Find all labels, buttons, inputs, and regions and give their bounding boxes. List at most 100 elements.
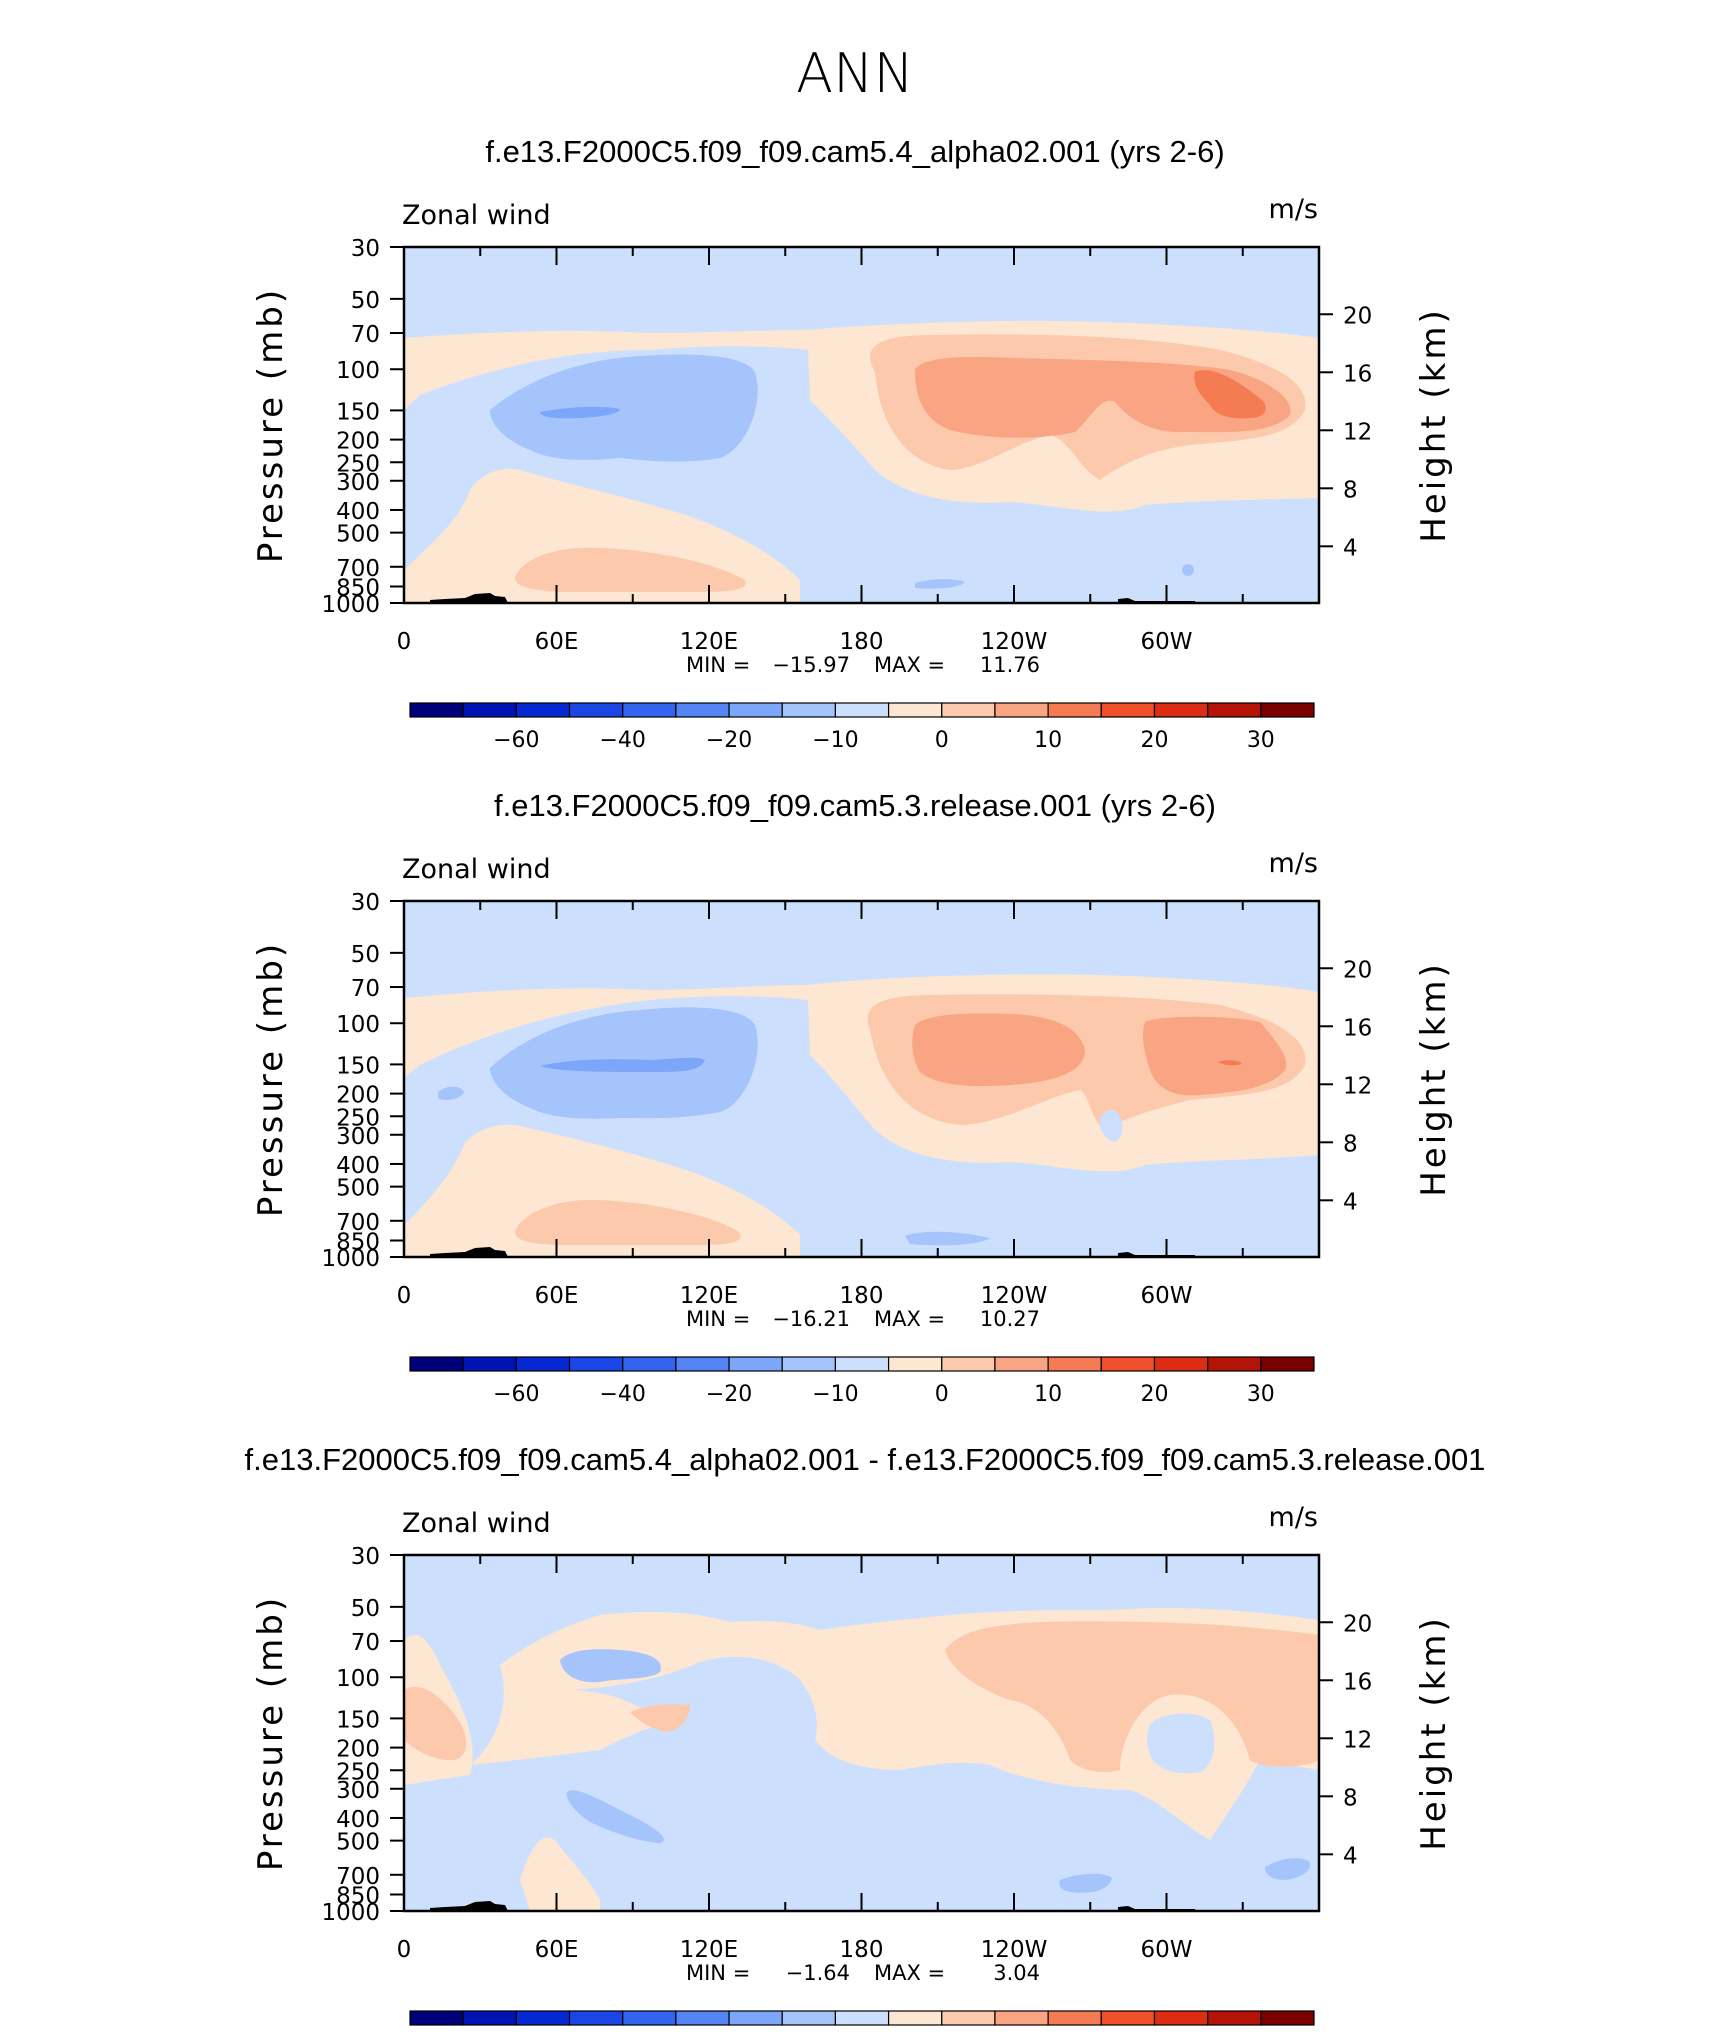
colorbar-label: −6 bbox=[686, 2036, 718, 2038]
colorbar-label: −40 bbox=[599, 728, 645, 753]
y-tick-label: 250 bbox=[336, 451, 380, 477]
y2-axis-title: Height (km) bbox=[1414, 307, 1454, 543]
colorbar-label: −18 bbox=[467, 2036, 513, 2038]
left-label: Zonal wind bbox=[402, 200, 551, 231]
colorbar-swatch bbox=[1100, 2010, 1156, 2026]
min-value: −16.21 bbox=[772, 1307, 850, 1331]
y-tick-label: 30 bbox=[351, 1544, 380, 1570]
contour-band bbox=[520, 1837, 600, 1911]
colorbar-label: −9 bbox=[633, 2036, 665, 2038]
y2-tick-label: 12 bbox=[1343, 1727, 1372, 1753]
colorbar-swatch bbox=[462, 1356, 517, 1372]
left-label: Zonal wind bbox=[402, 854, 551, 885]
colorbar-swatch bbox=[994, 702, 1049, 718]
colorbar-label: −10 bbox=[812, 728, 858, 753]
contour-band bbox=[515, 547, 746, 592]
contour-field bbox=[404, 901, 1319, 1257]
units-label: m/s bbox=[1269, 848, 1318, 879]
y2-tick-label: 16 bbox=[1343, 1015, 1372, 1041]
y-axis-title: Pressure (mb) bbox=[251, 287, 291, 563]
units-label: m/s bbox=[1269, 194, 1318, 225]
colorbar-swatch bbox=[887, 1356, 943, 1372]
max-value: 10.27 bbox=[980, 1307, 1040, 1331]
y2-tick-label: 8 bbox=[1343, 1131, 1358, 1157]
y2-axis-title: Height (km) bbox=[1414, 1615, 1454, 1851]
min-value: −1.64 bbox=[786, 1961, 850, 1985]
colorbar-label: −20 bbox=[706, 728, 752, 753]
colorbar-swatch bbox=[1153, 702, 1209, 718]
colorbar-swatch bbox=[568, 702, 624, 718]
colorbar-swatch bbox=[781, 2010, 837, 2026]
y-tick-label: 150 bbox=[336, 1053, 380, 1079]
x-tick-label: 120W bbox=[981, 1283, 1048, 1309]
colorbar-swatch bbox=[622, 702, 677, 718]
y-tick-label: 30 bbox=[351, 236, 380, 262]
colorbar-swatch bbox=[622, 1356, 677, 1372]
x-tick-label: 60E bbox=[535, 1283, 579, 1309]
colorbar-swatch bbox=[462, 702, 517, 718]
colorbar-swatch bbox=[728, 1356, 783, 1372]
x-tick-label: 180 bbox=[840, 1283, 884, 1309]
y-tick-label: 250 bbox=[336, 1105, 380, 1131]
x-tick-label: 120E bbox=[680, 629, 738, 655]
colorbar-swatch bbox=[409, 702, 464, 718]
colorbar-swatch bbox=[1153, 1356, 1209, 1372]
x-tick-label: 60W bbox=[1140, 1937, 1192, 1963]
colorbar-label: 0 bbox=[935, 1382, 949, 1407]
colorbar-label: 30 bbox=[1247, 728, 1275, 753]
y-tick-label: 300 bbox=[336, 1124, 380, 1150]
contour-band bbox=[1142, 1016, 1287, 1096]
min-label: MIN = bbox=[686, 1307, 750, 1331]
colorbar-label: −60 bbox=[493, 728, 539, 753]
x-tick-label: 60E bbox=[535, 1937, 579, 1963]
y2-tick-label: 4 bbox=[1343, 1843, 1358, 1869]
y2-tick-label: 16 bbox=[1343, 361, 1372, 387]
units-label: m/s bbox=[1269, 1502, 1318, 1533]
y2-tick-label: 20 bbox=[1343, 1611, 1372, 1637]
y2-tick-label: 16 bbox=[1343, 1669, 1372, 1695]
min-label: MIN = bbox=[686, 653, 750, 677]
colorbar-swatch bbox=[887, 2010, 943, 2026]
colorbar-label: 18 bbox=[1220, 2036, 1248, 2038]
contour-band bbox=[1265, 1858, 1311, 1880]
contour-band bbox=[1218, 1060, 1242, 1066]
colorbar-label: 10 bbox=[1034, 1382, 1062, 1407]
x-tick-label: 120E bbox=[680, 1937, 738, 1963]
colorbar-swatch bbox=[941, 2010, 996, 2026]
colorbar-label: −3 bbox=[739, 2036, 771, 2038]
y2-tick-label: 4 bbox=[1343, 1189, 1358, 1215]
colorbar-label: 1 bbox=[908, 2036, 922, 2038]
colorbar-label: 12 bbox=[1114, 2036, 1142, 2038]
y2-tick-label: 4 bbox=[1343, 535, 1358, 561]
x-tick-label: 60W bbox=[1140, 1283, 1192, 1309]
y-tick-label: 250 bbox=[336, 1759, 380, 1785]
max-label: MAX = bbox=[874, 1961, 945, 1985]
contour-band bbox=[915, 579, 965, 589]
x-tick-label: 120W bbox=[981, 629, 1048, 655]
panel-title: f.e13.F2000C5.f09_f09.cam5.3.release.001… bbox=[494, 788, 1216, 823]
colorbar-label: −40 bbox=[599, 1382, 645, 1407]
max-label: MAX = bbox=[874, 1307, 945, 1331]
y-tick-label: 100 bbox=[336, 1012, 380, 1038]
contour-band bbox=[515, 1199, 741, 1245]
y-tick-label: 30 bbox=[351, 890, 380, 916]
topography bbox=[430, 1901, 508, 1911]
colorbar-swatch bbox=[1047, 702, 1102, 718]
panel-2: f.e13.F2000C5.f09_f09.cam5.3.release.001… bbox=[251, 788, 1454, 1407]
colorbar-swatch bbox=[1260, 702, 1315, 718]
y-tick-label: 400 bbox=[336, 1807, 380, 1833]
contour-band bbox=[438, 1086, 464, 1101]
y2-axis-title: Height (km) bbox=[1414, 961, 1454, 1197]
colorbar-label: −20 bbox=[706, 1382, 752, 1407]
contour-band bbox=[1182, 564, 1194, 576]
contour-band bbox=[905, 1231, 990, 1246]
colorbar-swatch bbox=[1207, 1356, 1262, 1372]
colorbar-label: 9 bbox=[1068, 2036, 1082, 2038]
figure-title: ANN bbox=[796, 42, 914, 105]
y-tick-label: 400 bbox=[336, 499, 380, 525]
contour-band bbox=[1147, 1713, 1215, 1774]
y-tick-label: 1000 bbox=[321, 1900, 380, 1926]
colorbar-swatch bbox=[994, 2010, 1049, 2026]
